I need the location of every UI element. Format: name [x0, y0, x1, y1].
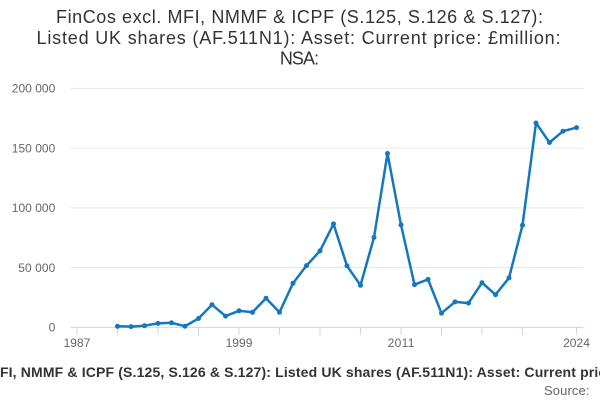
- svg-text:1987: 1987: [64, 336, 91, 350]
- svg-text:100 000: 100 000: [12, 201, 56, 215]
- svg-text:Source:: Source:: [544, 383, 590, 398]
- svg-text:50 000: 50 000: [18, 261, 55, 275]
- svg-text:NSA:: NSA:: [280, 49, 319, 69]
- svg-text:2024: 2024: [563, 336, 590, 350]
- svg-text:FinCos excl. MFI, NMMF & ICPF: FinCos excl. MFI, NMMF & ICPF (S.125, S.…: [56, 7, 543, 27]
- svg-text:Listed UK shares (AF.511N1): A: Listed UK shares (AF.511N1): Asset: Curr…: [37, 28, 561, 48]
- svg-text:0: 0: [49, 321, 56, 335]
- svg-text:2011: 2011: [388, 336, 415, 350]
- svg-text:200 000: 200 000: [12, 82, 56, 96]
- svg-text:1999: 1999: [226, 336, 253, 350]
- svg-text:FinCos excl. MFI, NMMF & ICPF: FinCos excl. MFI, NMMF & ICPF (S.125, S.…: [0, 364, 600, 380]
- svg-text:150 000: 150 000: [12, 141, 56, 155]
